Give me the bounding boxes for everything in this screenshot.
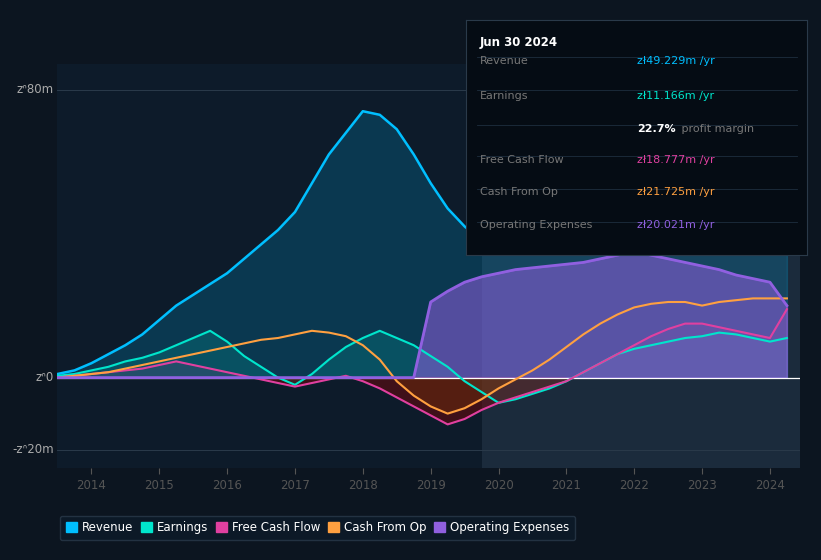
Text: zł11.166m /yr: zł11.166m /yr: [637, 91, 713, 101]
Text: 22.7%: 22.7%: [637, 124, 676, 134]
Bar: [482, 64, 804, 468]
Text: Revenue: Revenue: [480, 56, 529, 66]
Text: zᐢ0: zᐢ0: [35, 371, 53, 384]
Legend: Revenue, Earnings, Free Cash Flow, Cash From Op, Operating Expenses: Revenue, Earnings, Free Cash Flow, Cash …: [60, 516, 576, 540]
Text: Jun 30 2024: Jun 30 2024: [480, 36, 558, 49]
Text: zᐢ80m: zᐢ80m: [16, 83, 53, 96]
Text: Free Cash Flow: Free Cash Flow: [480, 155, 563, 165]
Text: -zᐢ20m: -zᐢ20m: [12, 443, 53, 456]
Text: zł18.777m /yr: zł18.777m /yr: [637, 155, 714, 165]
Text: Operating Expenses: Operating Expenses: [480, 221, 592, 230]
Text: profit margin: profit margin: [677, 124, 754, 134]
Text: Earnings: Earnings: [480, 91, 529, 101]
Text: Cash From Op: Cash From Op: [480, 188, 557, 198]
Text: zł20.021m /yr: zł20.021m /yr: [637, 221, 714, 230]
Text: zł21.725m /yr: zł21.725m /yr: [637, 188, 714, 198]
Text: zł49.229m /yr: zł49.229m /yr: [637, 56, 714, 66]
